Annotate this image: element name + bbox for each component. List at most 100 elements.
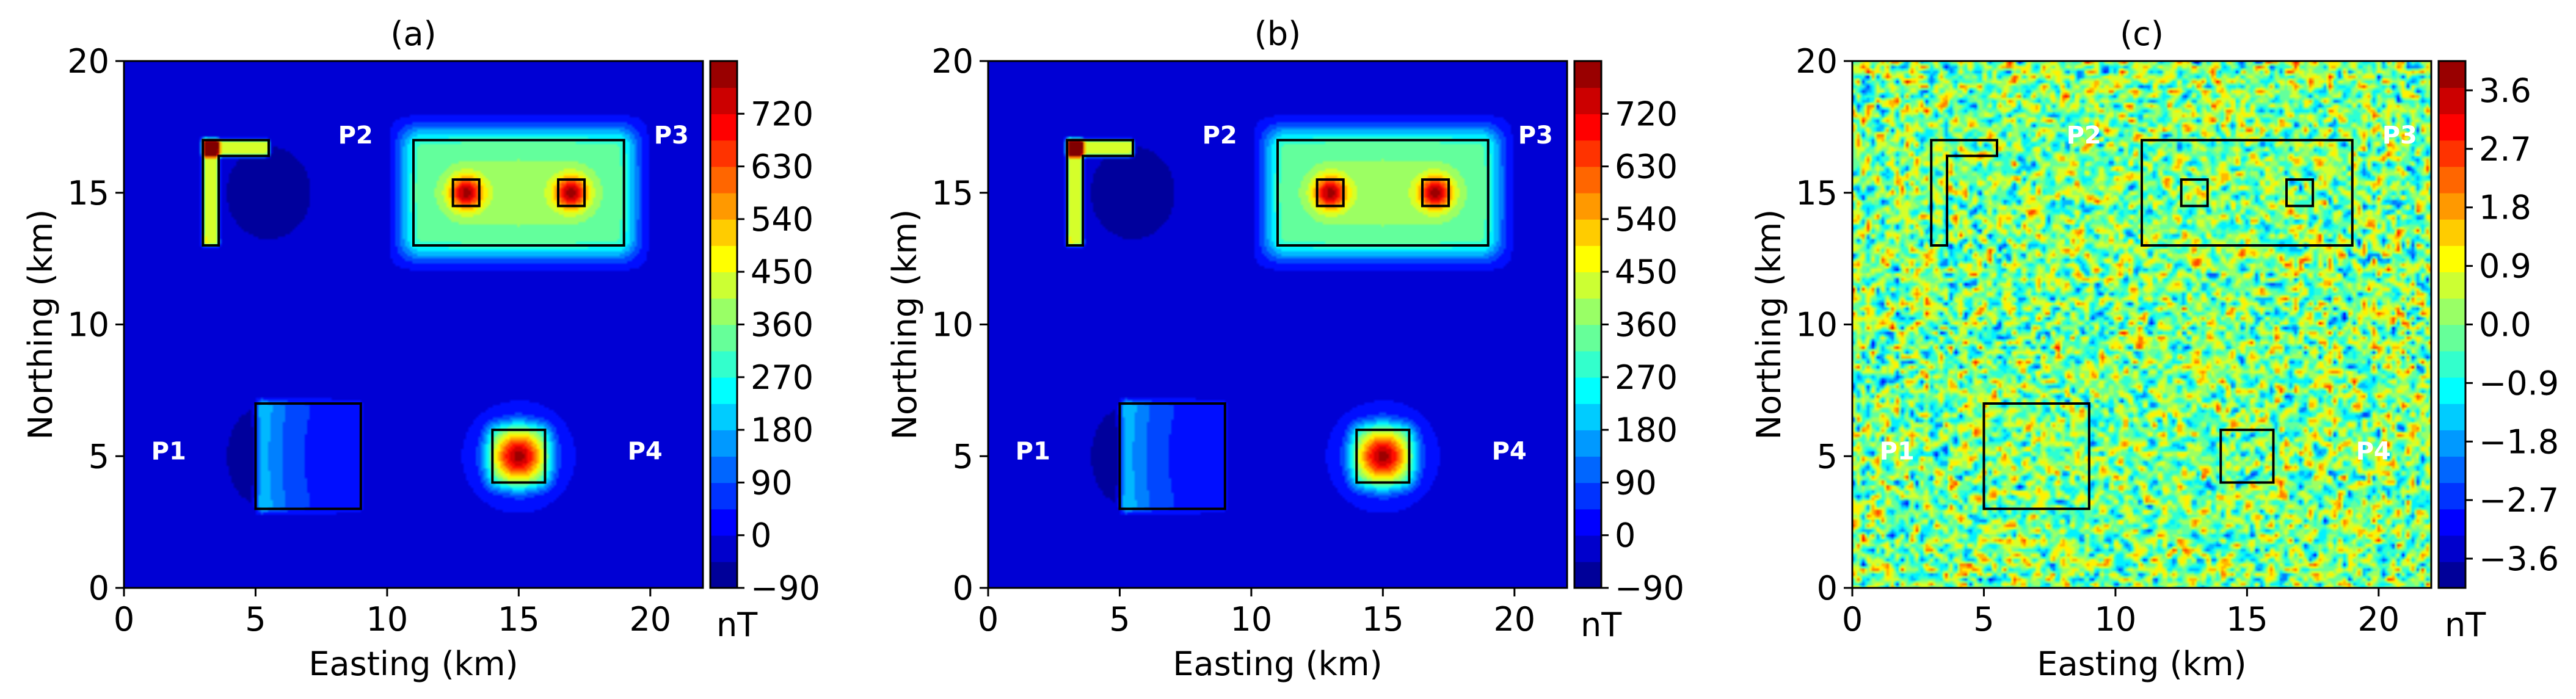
colorbar-band	[710, 535, 737, 562]
colorbar-band	[710, 561, 737, 589]
x-tick-label: 20	[629, 600, 671, 639]
colorbar-band	[2439, 482, 2465, 510]
outline-p3-cube-right	[557, 178, 586, 208]
colorbar-band	[1574, 430, 1601, 457]
x-axis-label: Easting (km)	[1173, 645, 1382, 683]
outline-p2	[1066, 139, 1134, 247]
y-tick-label: 10	[67, 306, 109, 344]
x-tick-label: 20	[2357, 600, 2400, 639]
colorbar-band	[710, 509, 737, 536]
y-tick-label: 5	[1817, 437, 1838, 476]
colorbar-band	[1574, 114, 1601, 141]
y-tick-label: 5	[953, 437, 973, 476]
x-tick-label: 15	[2226, 600, 2268, 639]
colorbar-band	[710, 61, 737, 88]
colorbar-tick-label: 0.0	[2479, 306, 2531, 344]
y-tick-label: 20	[67, 42, 109, 81]
colorbar-band	[1574, 535, 1601, 562]
colorbar-band	[1574, 140, 1601, 167]
colorbar-band	[710, 272, 737, 299]
colorbar-tick-label: 540	[1615, 200, 1678, 239]
colorbar-band	[1574, 298, 1601, 325]
body-label-p3: P3	[1518, 121, 1553, 150]
colorbar-band	[710, 456, 737, 484]
x-tick-label: 10	[1231, 600, 1273, 639]
colorbar-band	[1574, 482, 1601, 510]
panel-title: (a)	[390, 15, 436, 53]
colorbar-tick-label: 360	[751, 306, 813, 344]
outline-p3-cube-left	[1315, 178, 1345, 208]
y-tick-label: 15	[1796, 174, 1838, 212]
colorbar-band	[2439, 377, 2465, 404]
colorbar-tick-label: −3.6	[2479, 540, 2559, 578]
outline-p2	[202, 139, 270, 247]
chart-panel-c: P1 P2 P3 P4 0 5 10 15 20 0 5 10 15 20 (c) Easting (km) N…	[1750, 15, 2559, 683]
body-label-p1: P1	[151, 438, 186, 466]
colorbar-band	[710, 482, 737, 510]
y-tick-label: 0	[1817, 569, 1838, 607]
colorbar-tick-label: 270	[1615, 358, 1678, 397]
outline-p3-cube-right	[1421, 178, 1450, 208]
colorbar-band	[710, 298, 737, 325]
colorbar-band	[2439, 219, 2465, 246]
colorbar-tick-label: 90	[1615, 463, 1657, 502]
colorbar-tick-label: −0.9	[2479, 364, 2559, 402]
x-tick-label: 5	[245, 600, 266, 639]
y-tick-label: 15	[67, 174, 109, 212]
chart-panel-a: P1 P2 P3 P4 0 5 10 15 20 0 5 10 15 20 (a) Easting (km) N…	[21, 15, 820, 683]
colorbar-band	[2439, 324, 2465, 352]
body-label-p3: P3	[2382, 121, 2417, 150]
colorbar-band	[710, 324, 737, 352]
y-axis-label: Northing (km)	[1750, 209, 1788, 440]
colorbar-band	[2439, 350, 2465, 378]
y-tick-label: 20	[931, 42, 973, 81]
colorbar-band	[2439, 140, 2465, 167]
outline-p3	[2141, 139, 2354, 247]
colorbar-tick-label: 90	[751, 463, 793, 502]
colorbar-tick-label: 180	[1615, 411, 1678, 449]
body-label-p1: P1	[1880, 438, 1915, 466]
outline-p2	[1930, 139, 1998, 247]
body-label-p3: P3	[654, 121, 689, 150]
body-label-p2: P2	[2067, 121, 2101, 150]
y-axis-label: Northing (km)	[886, 209, 924, 440]
colorbar-band	[1574, 403, 1601, 430]
colorbar-band	[1574, 561, 1601, 589]
colorbar-band	[710, 219, 737, 246]
colorbar-tick-label: 360	[1615, 306, 1678, 344]
colorbar-band	[2439, 272, 2465, 299]
colorbar-band	[710, 430, 737, 457]
colorbar-band	[710, 166, 737, 194]
colorbar-band	[1574, 245, 1601, 272]
outline-p1	[1982, 402, 2090, 510]
outline-p3	[1276, 139, 1490, 247]
x-axis-label: Easting (km)	[2037, 645, 2246, 683]
outline-p1	[254, 402, 362, 510]
y-tick-label: 0	[953, 569, 973, 607]
outline-p4	[1355, 429, 1411, 484]
outline-p3-cube-right	[2285, 178, 2315, 208]
colorbar-unit-label: nT	[1581, 606, 1622, 644]
outline-p3	[412, 139, 625, 247]
colorbar-band	[1574, 192, 1601, 220]
colorbar-band	[1574, 219, 1601, 246]
colorbar-band	[2439, 298, 2465, 325]
colorbar-tick-label: −90	[751, 569, 820, 607]
outline-p3-cube-left	[451, 178, 481, 208]
x-tick-label: 10	[2095, 600, 2137, 639]
colorbar-band	[1574, 377, 1601, 404]
colorbar-band	[710, 140, 737, 167]
colorbar-tick-label: 1.8	[2479, 189, 2531, 227]
y-tick-label: 10	[931, 306, 973, 344]
colorbar-band	[2439, 403, 2465, 430]
colorbar-band	[2439, 192, 2465, 220]
y-tick-label: 10	[1796, 306, 1838, 344]
x-tick-label: 15	[498, 600, 540, 639]
x-tick-label: 0	[1842, 600, 1863, 639]
y-tick-label: 5	[89, 437, 109, 476]
y-tick-label: 20	[1796, 42, 1838, 81]
colorbar-band	[2439, 245, 2465, 272]
colorbar-band	[710, 114, 737, 141]
colorbar-band	[1574, 456, 1601, 484]
colorbar-band	[1574, 509, 1601, 536]
